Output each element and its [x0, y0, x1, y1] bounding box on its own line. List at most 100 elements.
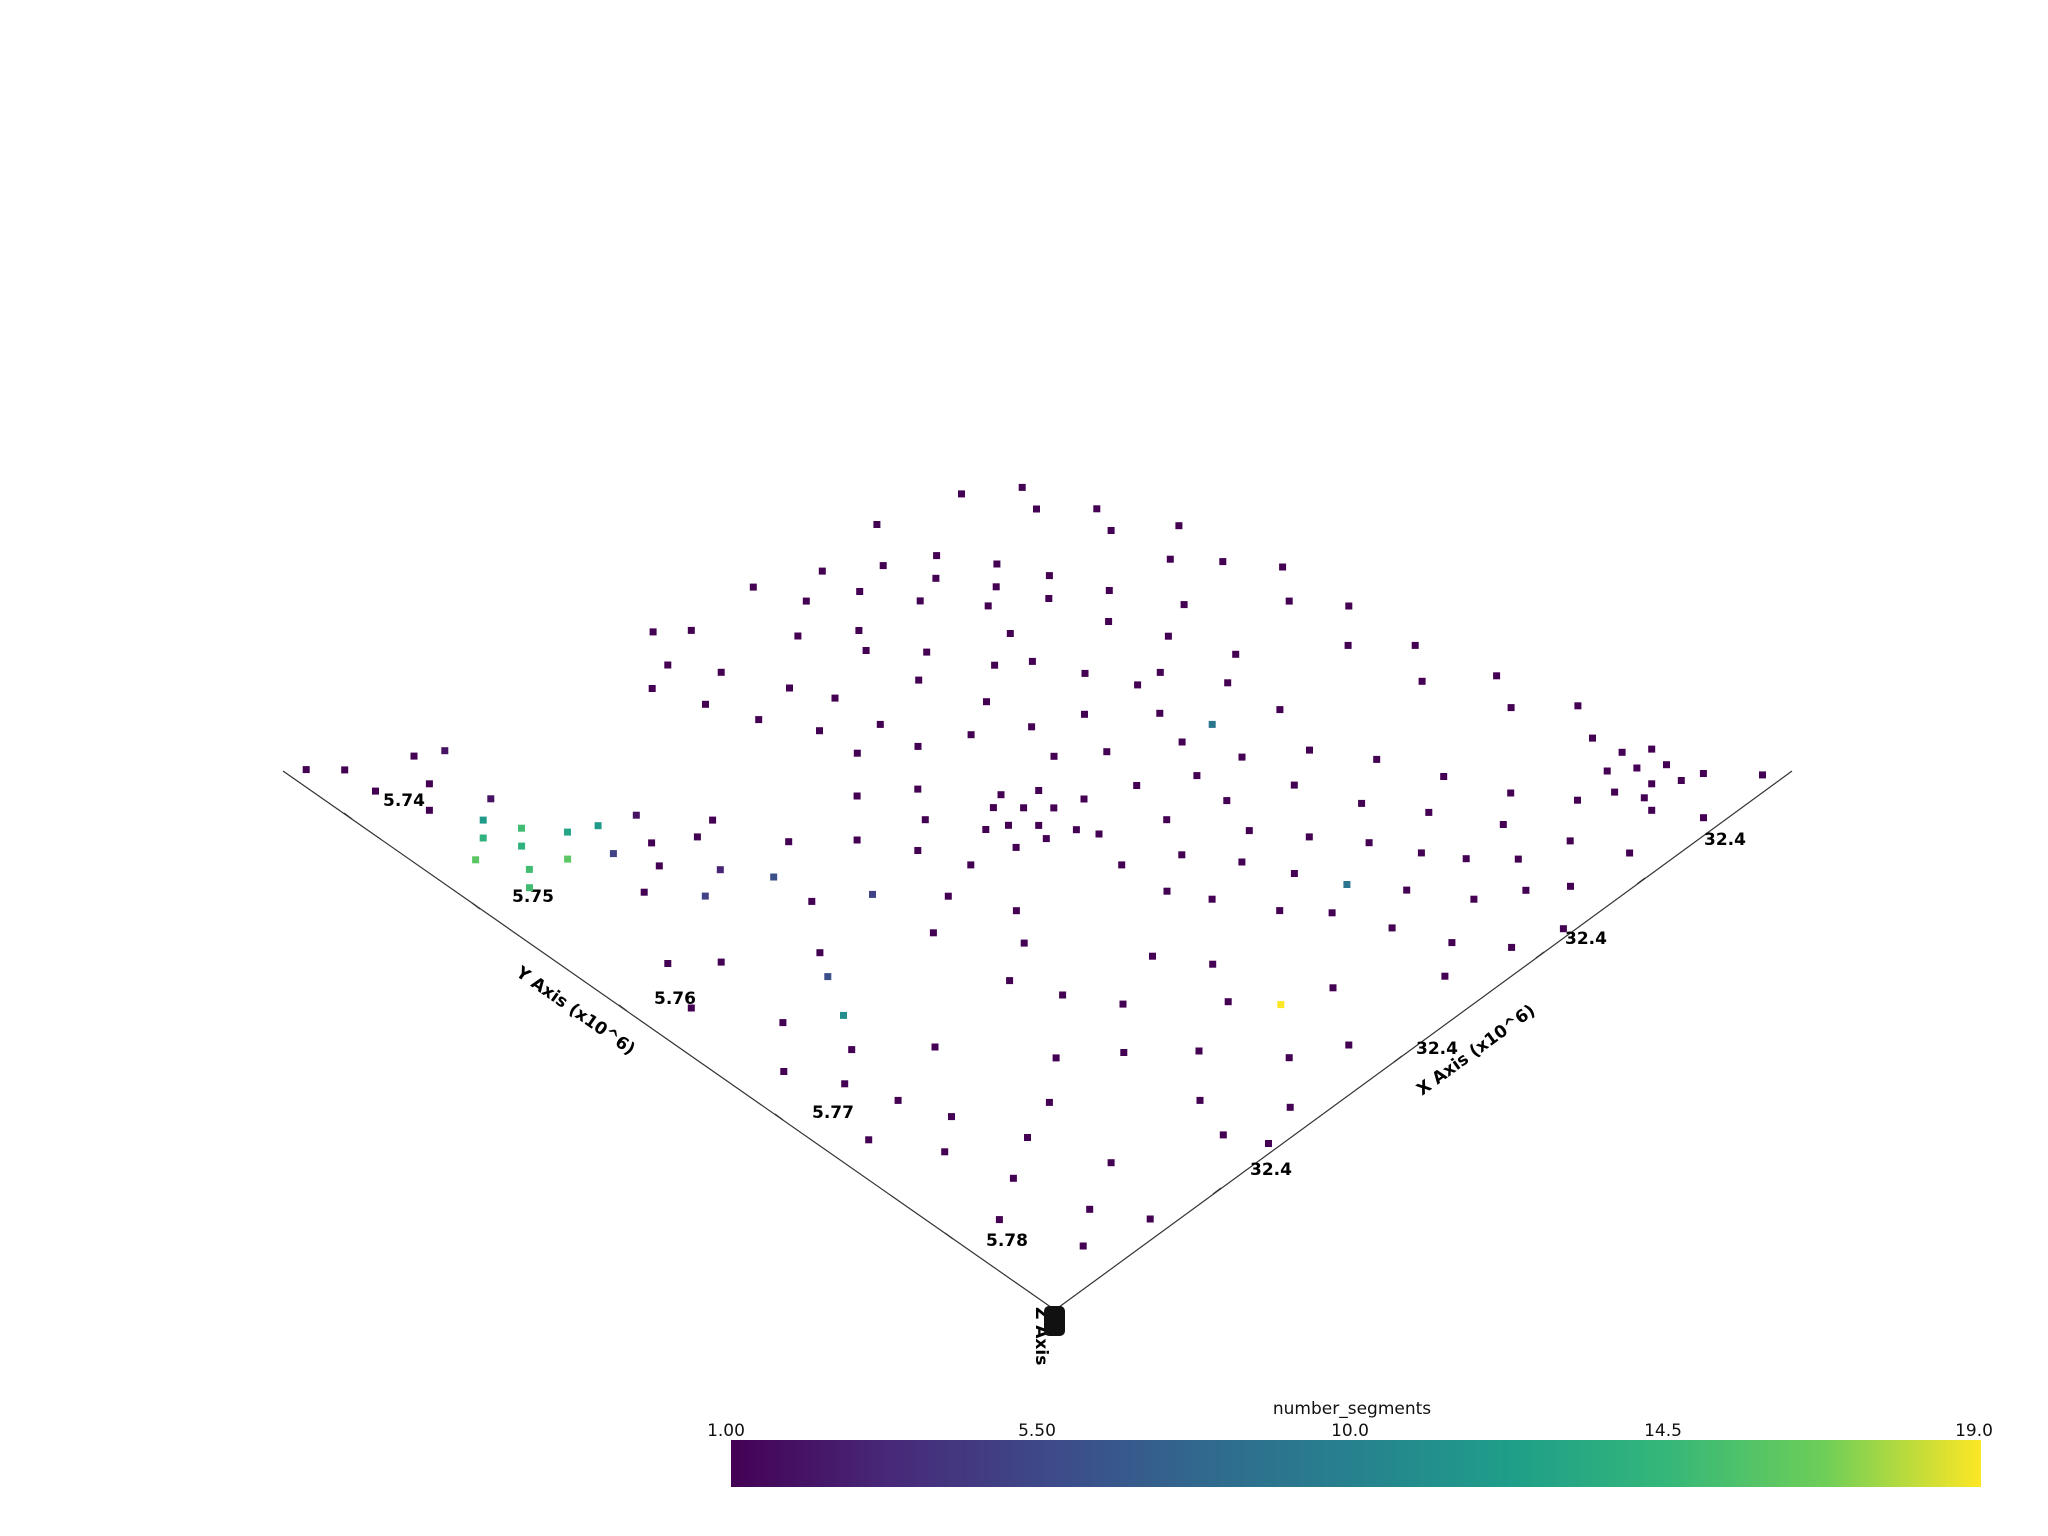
data-point [702, 700, 709, 708]
data-point [717, 668, 725, 676]
data-point [865, 1136, 873, 1144]
data-point [1103, 748, 1111, 756]
data-point [856, 588, 864, 595]
data-point [853, 749, 861, 757]
data-point [1522, 886, 1530, 894]
data-point [1388, 924, 1396, 932]
data-point [1009, 1174, 1017, 1182]
data-point [1343, 881, 1351, 888]
data-point [1232, 650, 1240, 658]
data-point [1559, 925, 1567, 933]
data-point [716, 866, 724, 874]
data-point [1095, 830, 1103, 838]
data-point [1305, 833, 1313, 841]
data-point [1018, 483, 1026, 491]
data-point [709, 816, 717, 824]
data-point [1081, 669, 1089, 677]
data-point [1024, 1134, 1031, 1141]
data-point [518, 824, 525, 832]
data-point [914, 847, 922, 854]
data-point [1118, 861, 1126, 869]
data-point [1080, 795, 1088, 803]
data-point [664, 661, 672, 669]
data-point [873, 521, 881, 528]
colorbar-tick-label: 1.00 [707, 1421, 745, 1441]
data-point [1042, 835, 1050, 843]
y-axis-line [282, 770, 1056, 1311]
x-axis-line [1054, 770, 1793, 1311]
data-point [1441, 972, 1449, 980]
data-point [1663, 761, 1670, 769]
data-point [717, 958, 725, 966]
data-point [1164, 632, 1172, 640]
data-point [1178, 738, 1186, 746]
colorbar-title: number_segments [1273, 1399, 1431, 1419]
data-point [1020, 939, 1028, 947]
data-point [755, 716, 763, 724]
data-point [1156, 668, 1164, 676]
data-point [1224, 998, 1232, 1006]
data-point [564, 828, 571, 836]
x-tick-label: 32.4 [1565, 929, 1607, 949]
data-point [1059, 991, 1067, 999]
data-point [1265, 1140, 1272, 1147]
data-point [967, 731, 975, 739]
data-point [1005, 821, 1012, 829]
data-point [1285, 597, 1293, 605]
data-point [687, 1004, 695, 1012]
data-point [831, 694, 839, 702]
data-point [1035, 821, 1043, 829]
colorbar-tick-label: 10.0 [1331, 1421, 1369, 1441]
data-point [1105, 587, 1113, 594]
data-point [1163, 816, 1171, 824]
data-point [1195, 1047, 1203, 1055]
data-point [1180, 601, 1188, 609]
data-point [1045, 595, 1053, 602]
data-point [1566, 837, 1574, 845]
data-point [1012, 843, 1020, 851]
data-point [1279, 563, 1287, 571]
data-point [933, 552, 941, 560]
data-point [779, 1019, 787, 1027]
y-tick-label: 5.74 [383, 791, 425, 811]
data-point [1119, 1000, 1127, 1008]
data-point [824, 973, 832, 981]
data-point [984, 602, 992, 610]
data-point [1648, 745, 1656, 753]
data-point [1079, 1242, 1087, 1250]
data-point [1178, 851, 1186, 859]
data-point [853, 836, 861, 844]
data-point [855, 627, 863, 634]
y-tick-mark [944, 1232, 954, 1240]
data-point [997, 791, 1005, 799]
data-point [701, 892, 709, 900]
data-point [770, 873, 778, 881]
data-point [1648, 780, 1656, 788]
data-point [1286, 1103, 1294, 1111]
data-point [655, 862, 663, 870]
x-tick-label: 32.4 [1704, 830, 1746, 850]
data-point [1120, 1049, 1128, 1056]
data-point [948, 1113, 955, 1121]
z-tick-labels [1044, 1306, 1065, 1336]
data-point [1219, 558, 1227, 566]
data-point [1107, 1159, 1115, 1167]
data-point [1166, 555, 1174, 563]
data-point [1035, 787, 1043, 794]
data-point [1223, 797, 1231, 805]
data-point [785, 838, 793, 846]
data-point [1699, 770, 1707, 777]
data-point [640, 888, 648, 896]
x-tick-mark [1212, 1187, 1222, 1195]
data-point [816, 949, 824, 957]
data-point [1514, 855, 1522, 863]
data-point [1072, 826, 1080, 834]
data-point [1006, 977, 1014, 985]
data-point [1507, 704, 1515, 712]
data-point [995, 1216, 1003, 1224]
data-point [794, 632, 802, 640]
data-point [410, 752, 418, 760]
data-point [372, 787, 379, 795]
data-point [1633, 764, 1641, 772]
